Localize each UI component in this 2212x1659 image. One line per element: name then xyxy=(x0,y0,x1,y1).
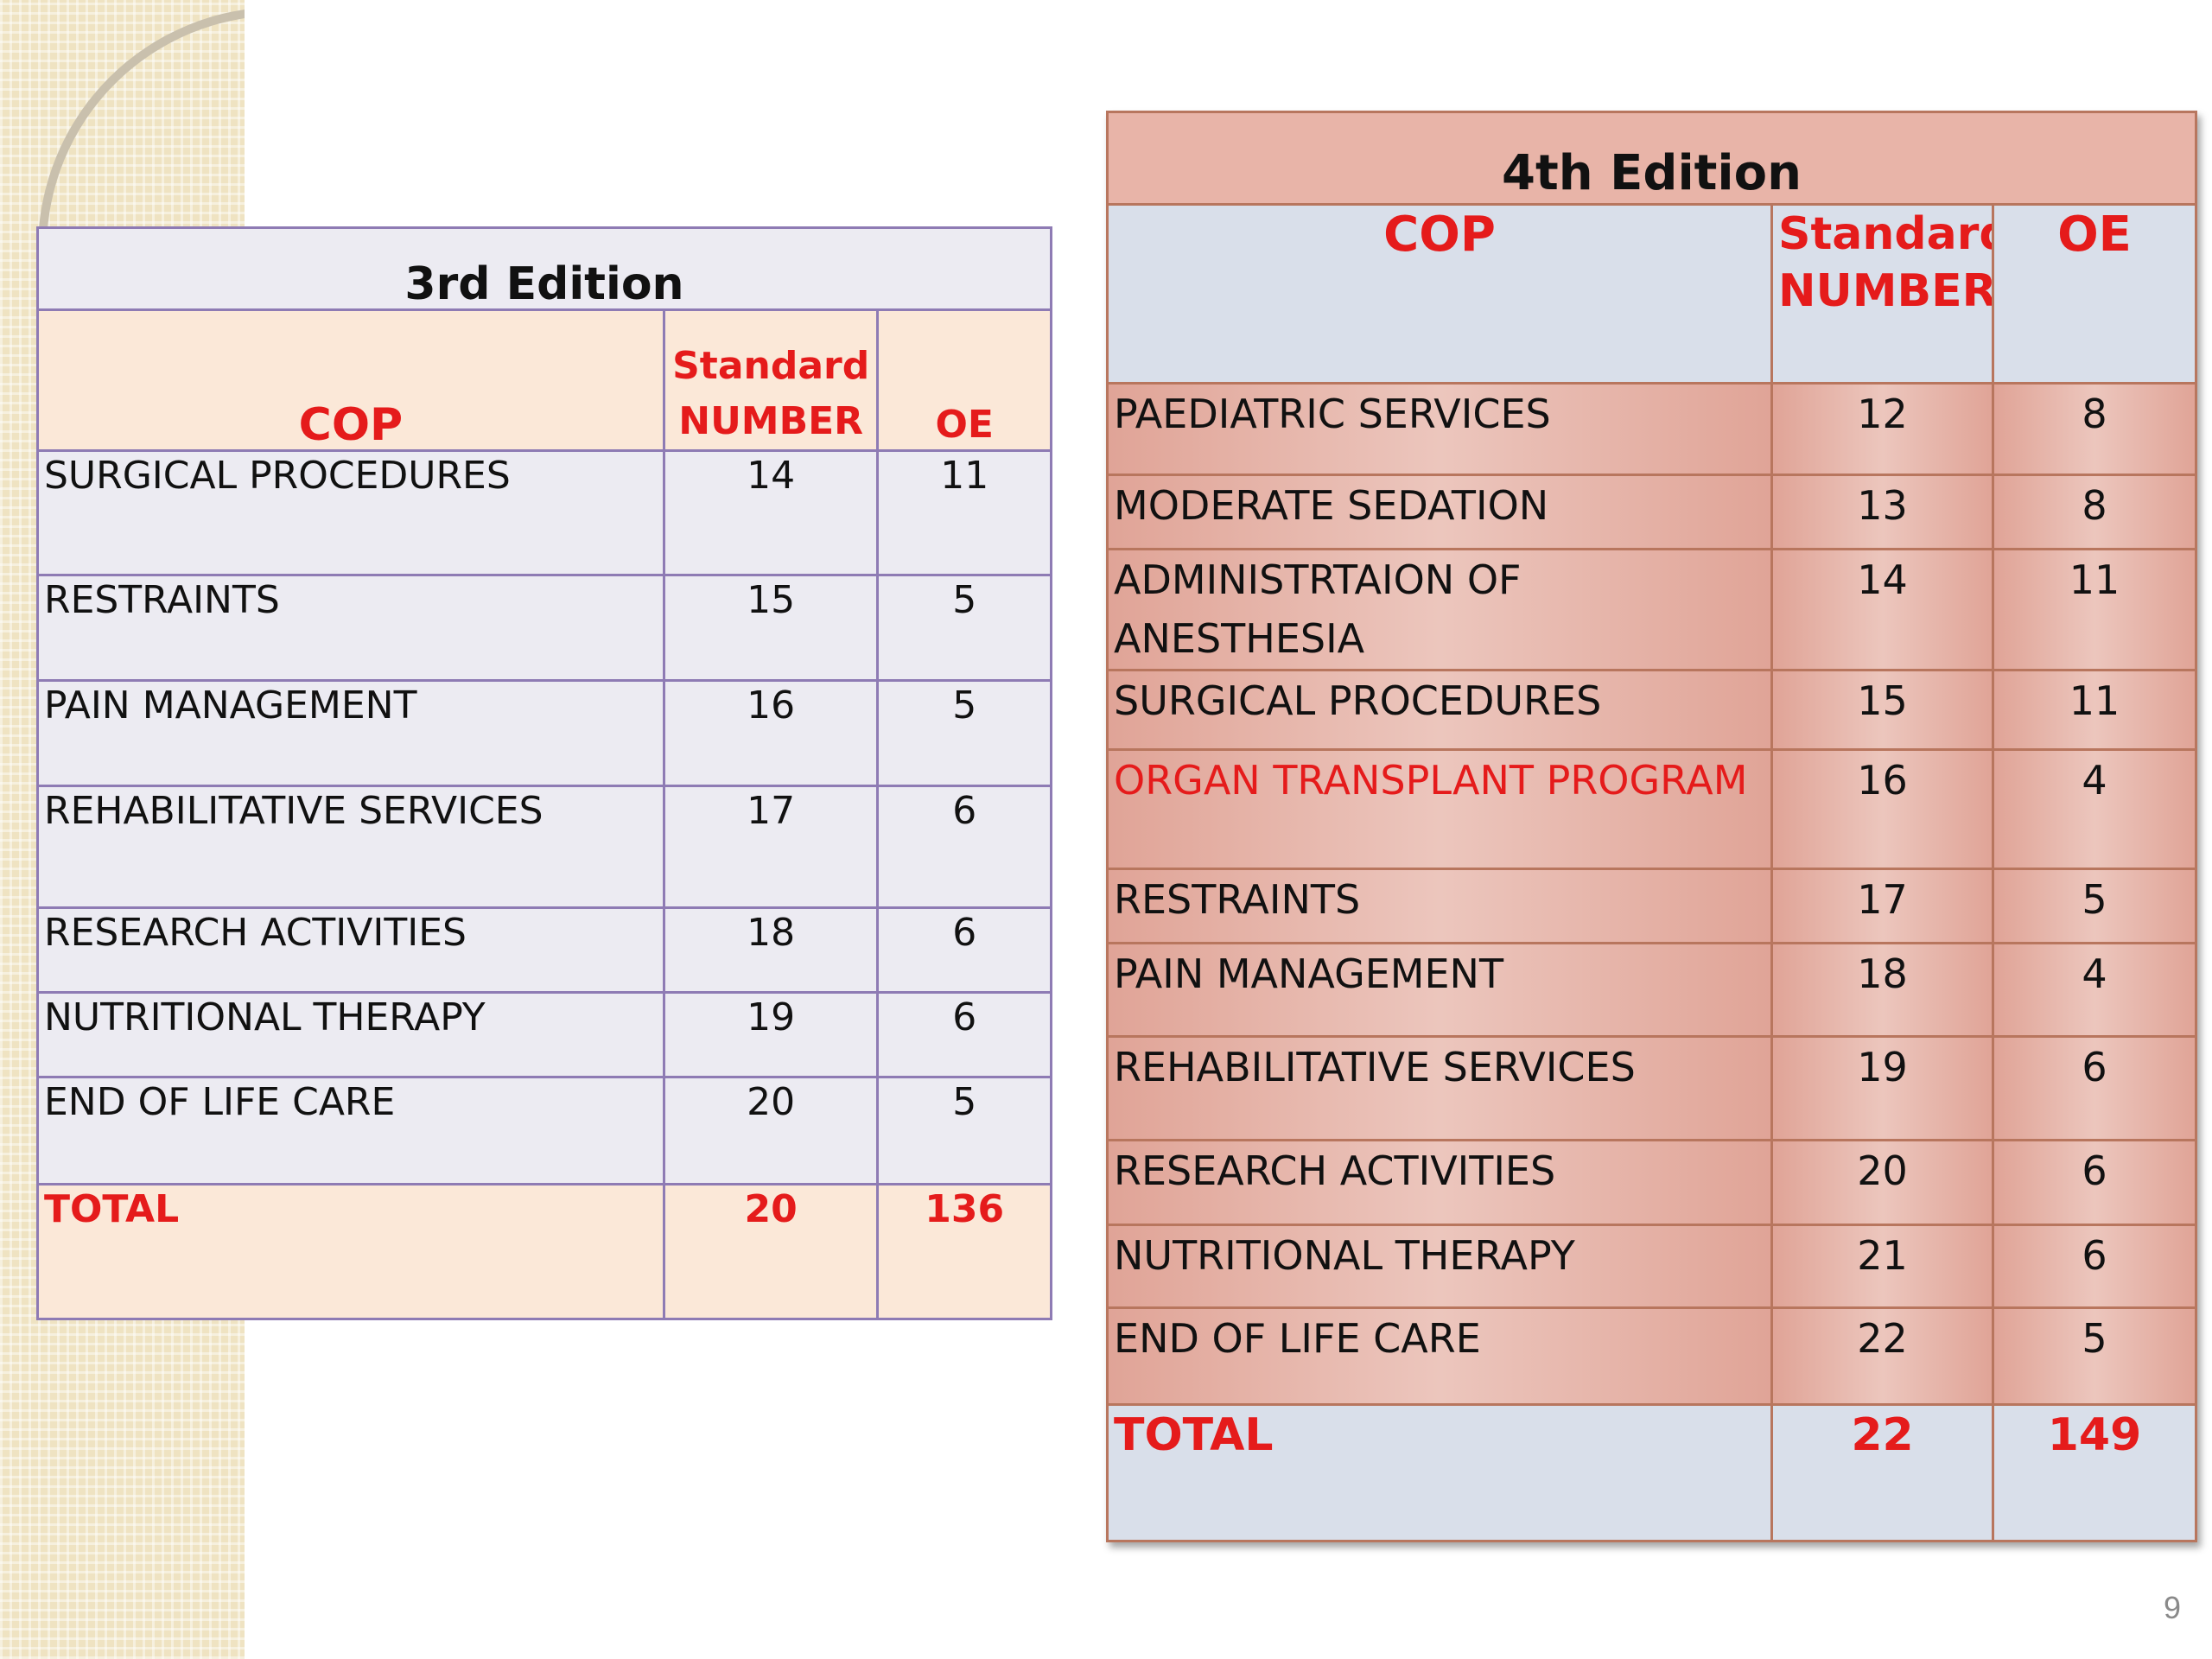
header-oe: OE xyxy=(876,308,1052,453)
oe-cell: 8 xyxy=(1991,382,2198,476)
oe-cell: 5 xyxy=(876,1075,1052,1185)
std-cell: 15 xyxy=(1770,669,1994,751)
header-oe: OE xyxy=(1991,203,2198,385)
cop-cell: PAEDIATRIC SERVICES xyxy=(1106,382,1773,476)
std-cell: 15 xyxy=(662,574,880,683)
oe-cell: 11 xyxy=(1991,669,2198,751)
std-cell: 18 xyxy=(1770,942,1994,1038)
oe-cell: 5 xyxy=(876,574,1052,683)
std-cell: 17 xyxy=(662,785,880,909)
oe-cell: 5 xyxy=(876,679,1052,788)
std-cell: 18 xyxy=(662,906,880,994)
std-cell: 13 xyxy=(1770,474,1994,550)
cop-cell: NUTRITIONAL THERAPY xyxy=(36,990,665,1078)
oe-cell: 4 xyxy=(1991,748,2198,870)
oe-cell: 8 xyxy=(1991,474,2198,550)
cop-cell: NUTRITIONAL THERAPY xyxy=(1106,1224,1773,1309)
cop-cell: ADMINISTRTAION OF ANESTHESIA xyxy=(1106,548,1773,671)
std-cell: 16 xyxy=(662,679,880,788)
header-standard-number: Standard NUMBER xyxy=(1770,203,1994,385)
cop-cell: SURGICAL PROCEDURES xyxy=(36,449,665,577)
header-standard-number: Standard NUMBER xyxy=(662,308,880,453)
cop-cell: RESEARCH ACTIVITIES xyxy=(1106,1139,1773,1226)
fourth-edition-table: 4th Edition COP Standard NUMBER OE PAEDI… xyxy=(1105,111,2198,1542)
cop-cell: SURGICAL PROCEDURES xyxy=(1106,669,1773,751)
cop-cell: REHABILITATIVE SERVICES xyxy=(1106,1035,1773,1141)
std-cell: 19 xyxy=(662,990,880,1078)
cop-cell: PAIN MANAGEMENT xyxy=(1106,942,1773,1038)
cop-cell: PAIN MANAGEMENT xyxy=(36,679,665,788)
table-title: 4th Edition xyxy=(1105,111,2198,206)
oe-cell: 6 xyxy=(876,785,1052,909)
oe-cell: 11 xyxy=(1991,548,2198,671)
header-cop: COP xyxy=(1106,203,1773,385)
oe-cell: 4 xyxy=(1991,942,2198,1038)
total-oe: 149 xyxy=(1991,1403,2198,1542)
std-cell: 17 xyxy=(1770,868,1994,944)
oe-cell: 6 xyxy=(1991,1139,2198,1226)
cop-cell-highlighted: ORGAN TRANSPLANT PROGRAM xyxy=(1106,748,1773,870)
cop-cell: RESTRAINTS xyxy=(36,574,665,683)
std-cell: 14 xyxy=(662,449,880,577)
cop-cell: END OF LIFE CARE xyxy=(1106,1306,1773,1406)
total-std: 22 xyxy=(1770,1403,1994,1542)
oe-cell: 6 xyxy=(876,906,1052,994)
std-cell: 20 xyxy=(1770,1139,1994,1226)
header-cop: COP xyxy=(36,308,665,453)
total-label: TOTAL xyxy=(1106,1403,1773,1542)
std-cell: 21 xyxy=(1770,1224,1994,1309)
total-oe: 136 xyxy=(876,1182,1052,1321)
std-cell: 19 xyxy=(1770,1035,1994,1141)
page-number: 9 xyxy=(2163,1590,2181,1625)
oe-cell: 5 xyxy=(1991,1306,2198,1406)
cop-cell: RESTRAINTS xyxy=(1106,868,1773,944)
oe-cell: 5 xyxy=(1991,868,2198,944)
cop-cell: MODERATE SEDATION xyxy=(1106,474,1773,550)
table-title: 3rd Edition xyxy=(36,226,1052,312)
cop-cell: REHABILITATIVE SERVICES xyxy=(36,785,665,909)
cop-cell: END OF LIFE CARE xyxy=(36,1075,665,1185)
std-cell: 14 xyxy=(1770,548,1994,671)
std-cell: 20 xyxy=(662,1075,880,1185)
third-edition-table: 3rd Edition COP Standard NUMBER OE SURGI… xyxy=(36,226,1052,1321)
std-cell: 12 xyxy=(1770,382,1994,476)
oe-cell: 6 xyxy=(1991,1035,2198,1141)
total-std: 20 xyxy=(662,1182,880,1321)
oe-cell: 11 xyxy=(876,449,1052,577)
std-cell: 22 xyxy=(1770,1306,1994,1406)
oe-cell: 6 xyxy=(1991,1224,2198,1309)
cop-cell: RESEARCH ACTIVITIES xyxy=(36,906,665,994)
std-cell: 16 xyxy=(1770,748,1994,870)
oe-cell: 6 xyxy=(876,990,1052,1078)
total-label: TOTAL xyxy=(36,1182,665,1321)
